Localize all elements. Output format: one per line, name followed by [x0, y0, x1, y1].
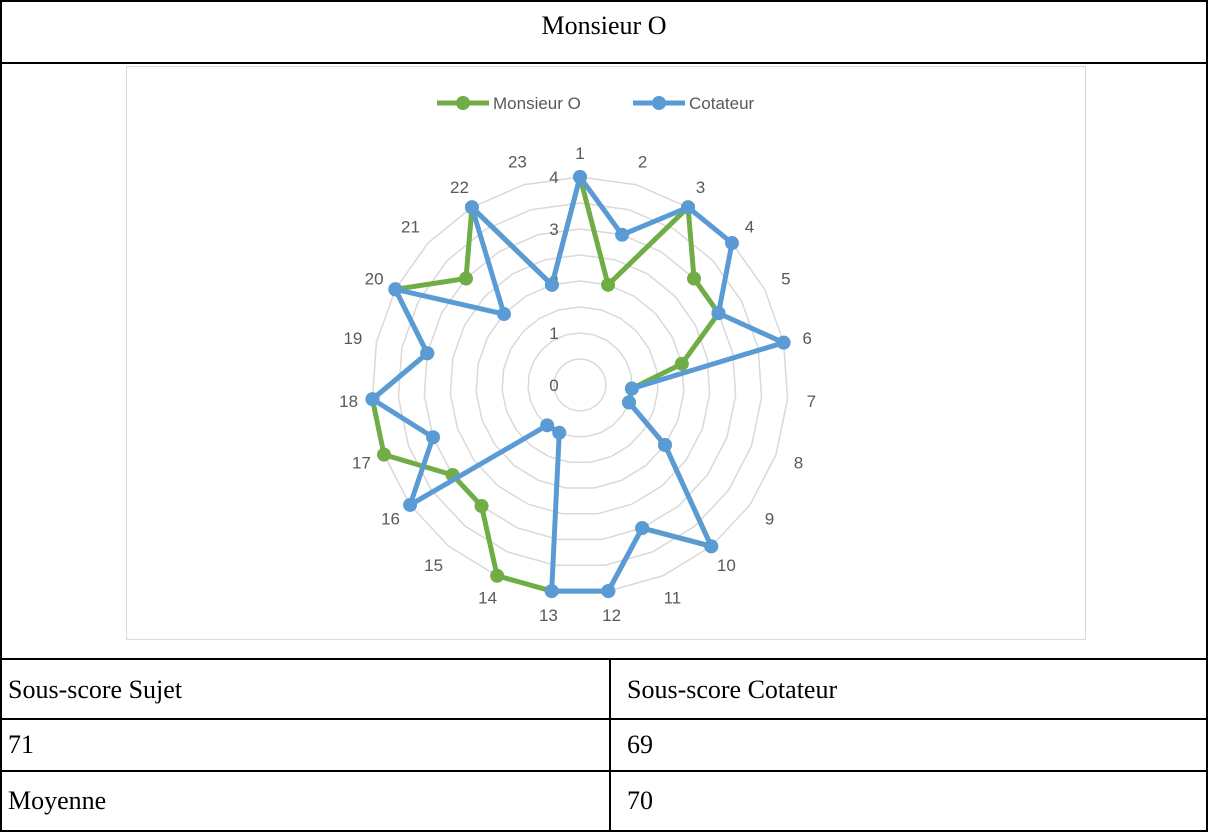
- category-label: 14: [478, 589, 497, 608]
- category-label: 2: [638, 153, 647, 172]
- category-label: 11: [664, 589, 682, 608]
- table-border-left: [0, 0, 2, 832]
- legend-label: Monsieur O: [493, 94, 581, 113]
- radial-tick-label: 0: [549, 376, 558, 395]
- table-rule: [0, 658, 1208, 660]
- data-point: [544, 584, 559, 599]
- legend-swatch-marker: [652, 96, 666, 110]
- table-border-bottom: [0, 830, 1208, 832]
- category-label: 20: [365, 269, 384, 288]
- data-point: [674, 356, 689, 371]
- table-cell: 71: [8, 730, 34, 759]
- category-label: 21: [401, 218, 420, 237]
- data-point: [624, 381, 639, 396]
- data-point: [403, 497, 418, 512]
- data-point: [544, 277, 559, 292]
- category-label: 8: [794, 454, 803, 473]
- table-cell: Moyenne: [8, 786, 107, 815]
- category-label: 18: [339, 392, 358, 411]
- data-point: [711, 306, 726, 321]
- series-line: [369, 174, 787, 594]
- radial-tick-label: 3: [549, 220, 558, 239]
- grid-ring: [449, 254, 711, 515]
- category-label: 16: [381, 510, 400, 529]
- grid-ring: [527, 332, 633, 438]
- data-point: [687, 271, 702, 286]
- table-cell: 69: [627, 730, 653, 759]
- series-1: [365, 170, 791, 599]
- data-point: [601, 277, 616, 292]
- data-point: [365, 392, 380, 407]
- category-label: 4: [745, 218, 754, 237]
- category-label: 19: [343, 329, 362, 348]
- data-point: [725, 236, 740, 251]
- category-label: 22: [450, 178, 469, 197]
- category-label: 15: [424, 556, 443, 575]
- table-rule: [0, 62, 1208, 64]
- table-title: Monsieur O: [541, 11, 667, 40]
- chart-legend: Monsieur O Cotateur: [437, 94, 755, 113]
- radial-tick-label: 1: [549, 324, 558, 343]
- data-point: [621, 395, 636, 410]
- data-point: [426, 430, 441, 445]
- series-layer: [365, 170, 791, 599]
- data-point: [681, 200, 696, 215]
- grid-ring: [553, 358, 607, 412]
- table-cell: 70: [627, 786, 653, 815]
- data-point: [420, 346, 435, 361]
- data-point: [704, 539, 719, 554]
- table-column-divider: [609, 658, 611, 832]
- category-label: 12: [602, 606, 621, 625]
- data-point: [635, 521, 650, 536]
- data-point: [458, 271, 473, 286]
- legend-swatch-marker: [456, 96, 470, 110]
- grid-ring: [475, 280, 685, 489]
- grid-ring: [501, 306, 659, 464]
- legend-item: Monsieur O: [437, 94, 581, 113]
- data-point: [377, 447, 392, 462]
- data-point: [464, 200, 479, 215]
- category-label: 3: [696, 178, 705, 197]
- category-label: 10: [717, 556, 736, 575]
- category-label: 1: [575, 144, 584, 163]
- data-point: [657, 437, 672, 452]
- header-cell-sujet: Sous-score Sujet: [8, 675, 183, 704]
- legend-label: Cotateur: [689, 94, 755, 113]
- category-label: 13: [539, 606, 558, 625]
- category-label: 17: [352, 454, 371, 473]
- table-border-top: [0, 0, 1208, 2]
- table-border-right: [1206, 0, 1208, 832]
- table-rule: [0, 718, 1208, 720]
- data-point: [601, 584, 616, 599]
- legend-item: Cotateur: [633, 94, 755, 113]
- data-point: [540, 418, 555, 433]
- data-point: [474, 499, 489, 514]
- category-label: 7: [807, 392, 816, 411]
- data-point: [615, 227, 630, 242]
- category-label: 9: [765, 510, 774, 529]
- data-point: [388, 282, 403, 297]
- data-point: [496, 307, 511, 322]
- radial-tick-label: 4: [549, 168, 558, 187]
- data-point: [552, 425, 567, 440]
- data-point: [573, 170, 587, 184]
- category-label: 5: [781, 269, 790, 288]
- series-line: [369, 174, 722, 594]
- data-point: [490, 568, 505, 583]
- category-label: 6: [802, 329, 811, 348]
- category-label: 23: [508, 153, 527, 172]
- grid-ring: [397, 202, 763, 567]
- table-rule: [0, 770, 1208, 772]
- header-cell-cotateur: Sous-score Cotateur: [627, 675, 838, 704]
- data-point: [776, 335, 791, 350]
